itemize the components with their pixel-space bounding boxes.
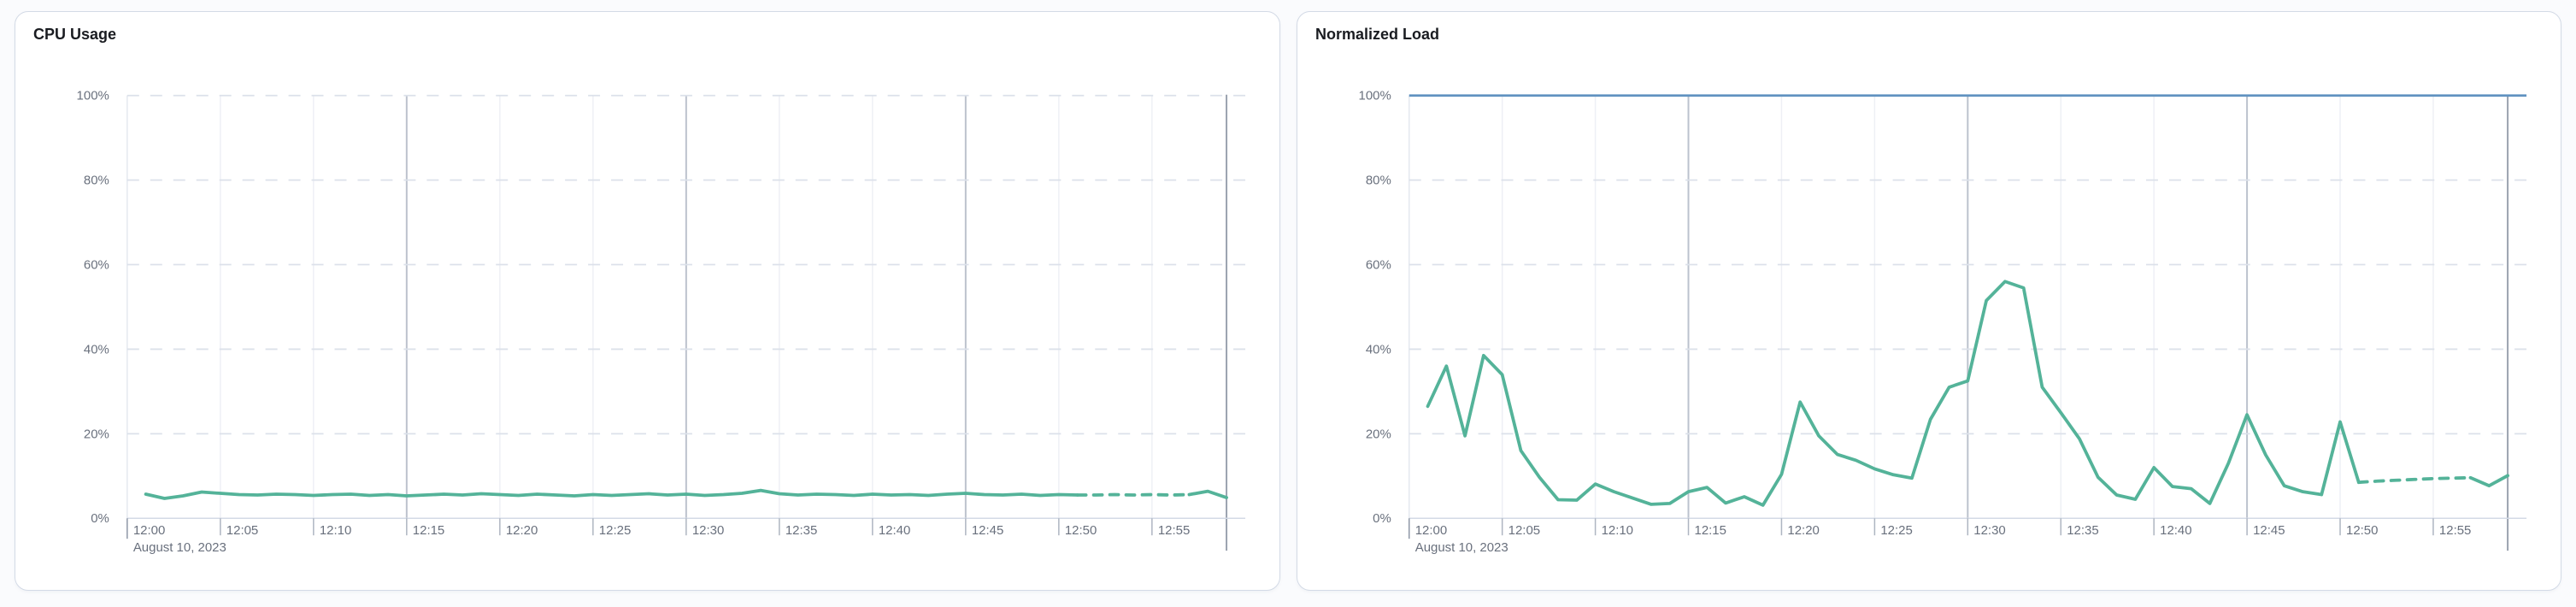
y-axis-label: 60% <box>84 258 109 273</box>
series-line-solid <box>1426 280 2361 507</box>
x-axis-label: 12:50 <box>1065 523 1097 538</box>
x-axis-label: 12:55 <box>1158 523 1190 538</box>
panel-title: Normalized Load <box>1315 26 1440 43</box>
x-axis-label: 12:00 <box>1415 523 1447 538</box>
y-axis-label: 100% <box>1359 89 1391 103</box>
series-line-solid <box>1187 489 1228 499</box>
y-axis-label: 40% <box>1366 342 1391 357</box>
series-line-solid <box>144 488 1079 500</box>
x-axis-label: 12:45 <box>2253 523 2285 538</box>
y-axis-label: 80% <box>1366 174 1391 188</box>
y-axis-label: 60% <box>1366 258 1391 273</box>
x-axis-label: 12:05 <box>226 523 258 538</box>
x-axis-label: 12:10 <box>1602 523 1633 538</box>
x-axis-label: 12:20 <box>506 523 538 538</box>
x-axis-label: 12:15 <box>413 523 444 538</box>
date-label: August 10, 2023 <box>133 540 226 555</box>
x-axis-label: 12:30 <box>1973 523 2005 538</box>
x-axis-label: 12:25 <box>599 523 631 538</box>
x-axis-label: 12:20 <box>1787 523 1819 538</box>
y-axis-label: 0% <box>1373 511 1391 526</box>
x-axis-label: 12:45 <box>972 523 1003 538</box>
normalized-load-panel: 0% 20% 40% 60% 80% 100% 12:00 12:05 12:10 12:15 12… <box>1297 11 2561 591</box>
series-line-dashed <box>2356 475 2473 485</box>
x-axis-label: 12:25 <box>1880 523 1912 538</box>
x-axis-label: 12:00 <box>133 523 165 538</box>
y-axis-label: 20% <box>1366 427 1391 441</box>
x-axis-label: 12:15 <box>1695 523 1726 538</box>
y-axis-label: 20% <box>84 427 109 441</box>
x-axis-label: 12:55 <box>2439 523 2471 538</box>
y-axis-label: 100% <box>77 89 109 103</box>
normalized-load-chart[interactable]: 0% 20% 40% 60% 80% 100% 12:00 12:05 12:10 12:15 12… <box>1297 12 2561 590</box>
x-axis-label: 12:40 <box>879 523 910 538</box>
date-label: August 10, 2023 <box>1415 540 1509 555</box>
y-axis-label: 0% <box>91 511 109 526</box>
series-line-solid <box>2468 474 2510 488</box>
y-axis-label: 80% <box>84 174 109 188</box>
panel-title: CPU Usage <box>33 26 117 43</box>
x-axis-label: 12:10 <box>320 523 351 538</box>
cpu-usage-panel: 0% 20% 40% 60% 80% 100% 12:00 12:05 12:10 12:15 12… <box>15 11 1280 591</box>
x-axis-label: 12:05 <box>1509 523 1540 538</box>
x-axis-label: 12:35 <box>785 523 817 538</box>
x-axis-label: 12:50 <box>2346 523 2378 538</box>
x-axis-label: 12:30 <box>692 523 724 538</box>
x-axis-label: 12:40 <box>2160 523 2191 538</box>
x-axis-label: 12:35 <box>2067 523 2098 538</box>
cpu-usage-chart[interactable]: 0% 20% 40% 60% 80% 100% 12:00 12:05 12:10 12:15 12… <box>15 12 1279 590</box>
y-axis-label: 40% <box>84 342 109 357</box>
